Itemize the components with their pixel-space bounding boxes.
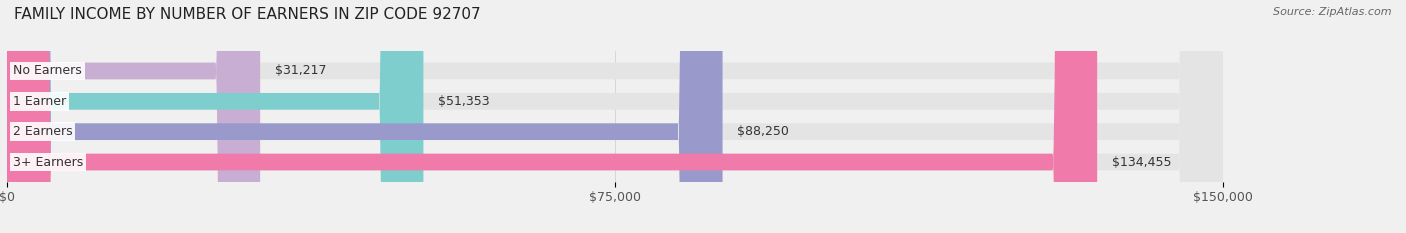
Text: 1 Earner: 1 Earner: [13, 95, 66, 108]
Text: $31,217: $31,217: [274, 65, 326, 78]
Text: $88,250: $88,250: [737, 125, 789, 138]
FancyBboxPatch shape: [7, 0, 1223, 233]
Text: $134,455: $134,455: [1112, 155, 1171, 168]
Text: 3+ Earners: 3+ Earners: [13, 155, 83, 168]
FancyBboxPatch shape: [7, 0, 1223, 233]
FancyBboxPatch shape: [7, 0, 1223, 233]
FancyBboxPatch shape: [7, 0, 1223, 233]
FancyBboxPatch shape: [7, 0, 260, 233]
FancyBboxPatch shape: [7, 0, 1097, 233]
FancyBboxPatch shape: [7, 0, 723, 233]
Text: $51,353: $51,353: [439, 95, 489, 108]
Text: No Earners: No Earners: [13, 65, 82, 78]
Text: 2 Earners: 2 Earners: [13, 125, 73, 138]
FancyBboxPatch shape: [7, 0, 423, 233]
Text: FAMILY INCOME BY NUMBER OF EARNERS IN ZIP CODE 92707: FAMILY INCOME BY NUMBER OF EARNERS IN ZI…: [14, 7, 481, 22]
Text: Source: ZipAtlas.com: Source: ZipAtlas.com: [1274, 7, 1392, 17]
